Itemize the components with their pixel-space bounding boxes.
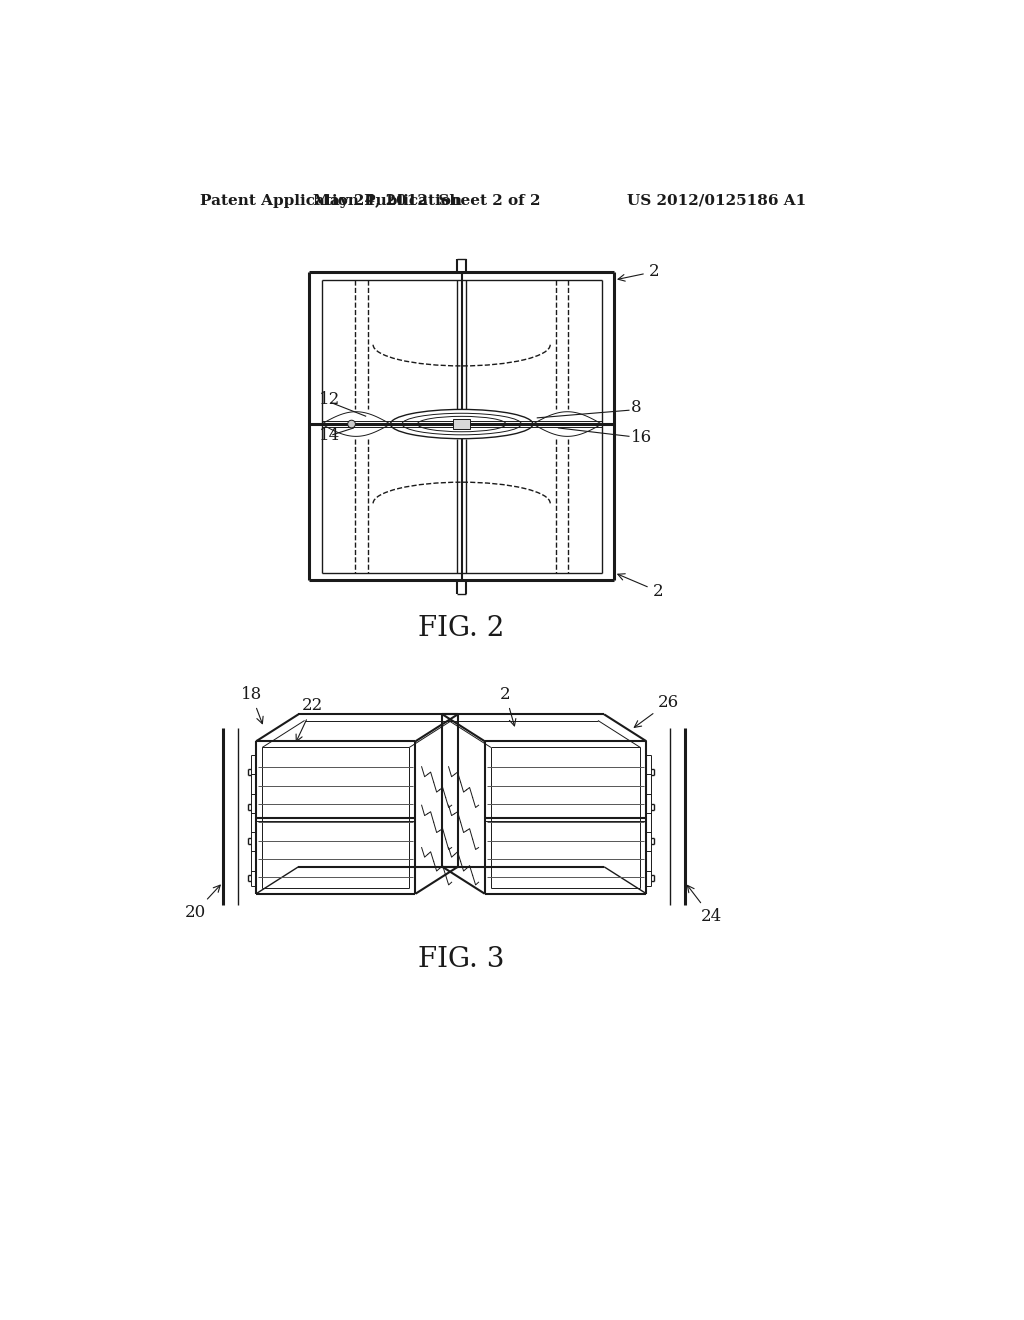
Bar [454, 418, 470, 429]
Circle shape [348, 420, 355, 428]
Text: 14: 14 [319, 428, 340, 444]
Text: 12: 12 [319, 391, 340, 408]
Text: 26: 26 [634, 693, 679, 727]
Text: FIG. 3: FIG. 3 [419, 945, 505, 973]
Text: 2: 2 [500, 686, 516, 726]
Text: US 2012/0125186 A1: US 2012/0125186 A1 [628, 194, 807, 207]
Text: Patent Application Publication: Patent Application Publication [200, 194, 462, 207]
Text: 2: 2 [617, 574, 664, 599]
Text: May 24, 2012  Sheet 2 of 2: May 24, 2012 Sheet 2 of 2 [313, 194, 541, 207]
Text: 2: 2 [618, 263, 659, 281]
Text: 18: 18 [241, 686, 263, 723]
Text: 8: 8 [631, 399, 642, 416]
Text: FIG. 2: FIG. 2 [419, 615, 505, 642]
Text: 20: 20 [184, 886, 220, 921]
Text: 22: 22 [296, 697, 324, 742]
Text: 16: 16 [631, 429, 652, 446]
Text: 24: 24 [687, 886, 722, 925]
